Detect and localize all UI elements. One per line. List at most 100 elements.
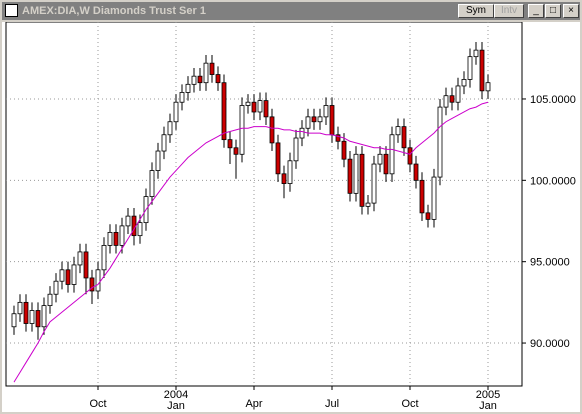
intv-button[interactable]: Intv xyxy=(494,4,524,18)
x-year-label: 2005 xyxy=(476,389,500,401)
candle-body xyxy=(173,101,179,123)
candle-body xyxy=(347,158,353,194)
candle-body xyxy=(83,251,89,279)
x-tick-label: Oct xyxy=(401,398,418,410)
candle-body xyxy=(221,82,227,141)
x-year-label: 2004 xyxy=(164,389,188,401)
candle-body xyxy=(455,85,461,103)
x-tick-label: Oct xyxy=(89,398,106,410)
candle-body xyxy=(137,222,143,237)
y-tick-label: 105.0000 xyxy=(530,94,576,106)
candle-body xyxy=(275,142,281,175)
window-title: AMEX:DIA,W Diamonds Trust Ser 1 xyxy=(22,5,206,17)
candle-body xyxy=(107,231,113,246)
candle-body xyxy=(437,106,443,178)
candle-body xyxy=(161,134,167,152)
candle-body xyxy=(239,105,245,155)
candle-body xyxy=(101,245,107,271)
candle-body xyxy=(425,212,431,220)
candle-body xyxy=(269,116,275,144)
candle-body xyxy=(365,202,371,207)
candle-body xyxy=(485,82,491,92)
candle-body xyxy=(95,269,101,292)
candle-body xyxy=(245,101,251,106)
candle-body xyxy=(293,137,299,162)
candle-body xyxy=(251,101,257,113)
candle-body xyxy=(89,277,95,292)
candle-body xyxy=(335,134,341,142)
candle-body xyxy=(185,83,191,93)
x-tick-label: Jul xyxy=(325,398,339,410)
y-tick-label: 100.0000 xyxy=(530,175,576,187)
candle-body xyxy=(473,49,479,58)
candle-body xyxy=(35,310,41,328)
chart-background xyxy=(2,22,580,412)
candle-body xyxy=(131,215,137,237)
candle-body xyxy=(209,62,215,75)
candle-body xyxy=(215,74,221,84)
candle-body xyxy=(449,95,455,103)
candle-body xyxy=(305,116,311,129)
candle-body xyxy=(359,153,365,207)
close-button[interactable]: × xyxy=(563,4,579,18)
candle-body xyxy=(311,116,317,123)
maximize-button[interactable]: □ xyxy=(545,4,561,18)
moving-average xyxy=(13,101,489,383)
candle-body xyxy=(125,215,131,227)
candle-body xyxy=(461,79,467,87)
candle-body xyxy=(323,105,329,118)
candle-body xyxy=(167,121,173,136)
candle-body xyxy=(11,313,17,328)
x-tick-label: Jan xyxy=(167,400,185,412)
candle-body xyxy=(281,173,287,184)
candle-body xyxy=(233,147,239,155)
candle-body xyxy=(479,49,485,92)
candle-body xyxy=(149,170,155,197)
x-tick-label: Apr xyxy=(245,398,262,410)
candle-body xyxy=(113,231,119,246)
candle-body xyxy=(71,264,77,285)
candle-body xyxy=(179,92,185,103)
candle-body xyxy=(401,126,407,149)
title-bar: AMEX:DIA,W Diamonds Trust Ser 1 Sym Intv… xyxy=(2,2,580,20)
candle-body xyxy=(65,269,71,285)
candle-body xyxy=(341,140,347,160)
candle-body xyxy=(287,160,293,184)
candle-body xyxy=(443,95,449,108)
candle-body xyxy=(407,147,413,165)
candle-body xyxy=(203,62,209,84)
candle-body xyxy=(389,134,395,175)
window-icon xyxy=(5,4,18,17)
candle-body xyxy=(257,100,263,113)
candle-body xyxy=(377,153,383,165)
candle-body xyxy=(47,293,53,307)
candle-body xyxy=(17,301,23,315)
candle-body xyxy=(395,126,401,136)
candle-body xyxy=(29,310,35,324)
candle-body xyxy=(155,150,161,171)
candle-body xyxy=(53,280,59,295)
minimize-button[interactable]: _ xyxy=(528,4,544,18)
sym-button[interactable]: Sym xyxy=(458,4,494,18)
x-tick-label: Jan xyxy=(479,400,497,412)
candle-body xyxy=(467,56,473,80)
candle-body xyxy=(329,105,335,136)
y-tick-label: 90.0000 xyxy=(530,338,570,350)
candle-body xyxy=(119,225,125,246)
candle-body xyxy=(59,269,65,282)
candle-body xyxy=(191,75,197,85)
y-tick-label: 95.0000 xyxy=(530,257,570,269)
candle-body xyxy=(413,163,419,181)
plot-frame xyxy=(5,22,523,387)
candle-body xyxy=(263,100,269,118)
candle-body xyxy=(431,176,437,220)
candle-body xyxy=(383,153,389,175)
candle-body xyxy=(419,179,425,214)
candle-body xyxy=(317,116,323,123)
candle-body xyxy=(77,251,83,266)
candle-body xyxy=(23,301,29,324)
candle-body xyxy=(41,305,47,328)
candle-body xyxy=(353,153,359,194)
candle-body xyxy=(371,163,377,204)
